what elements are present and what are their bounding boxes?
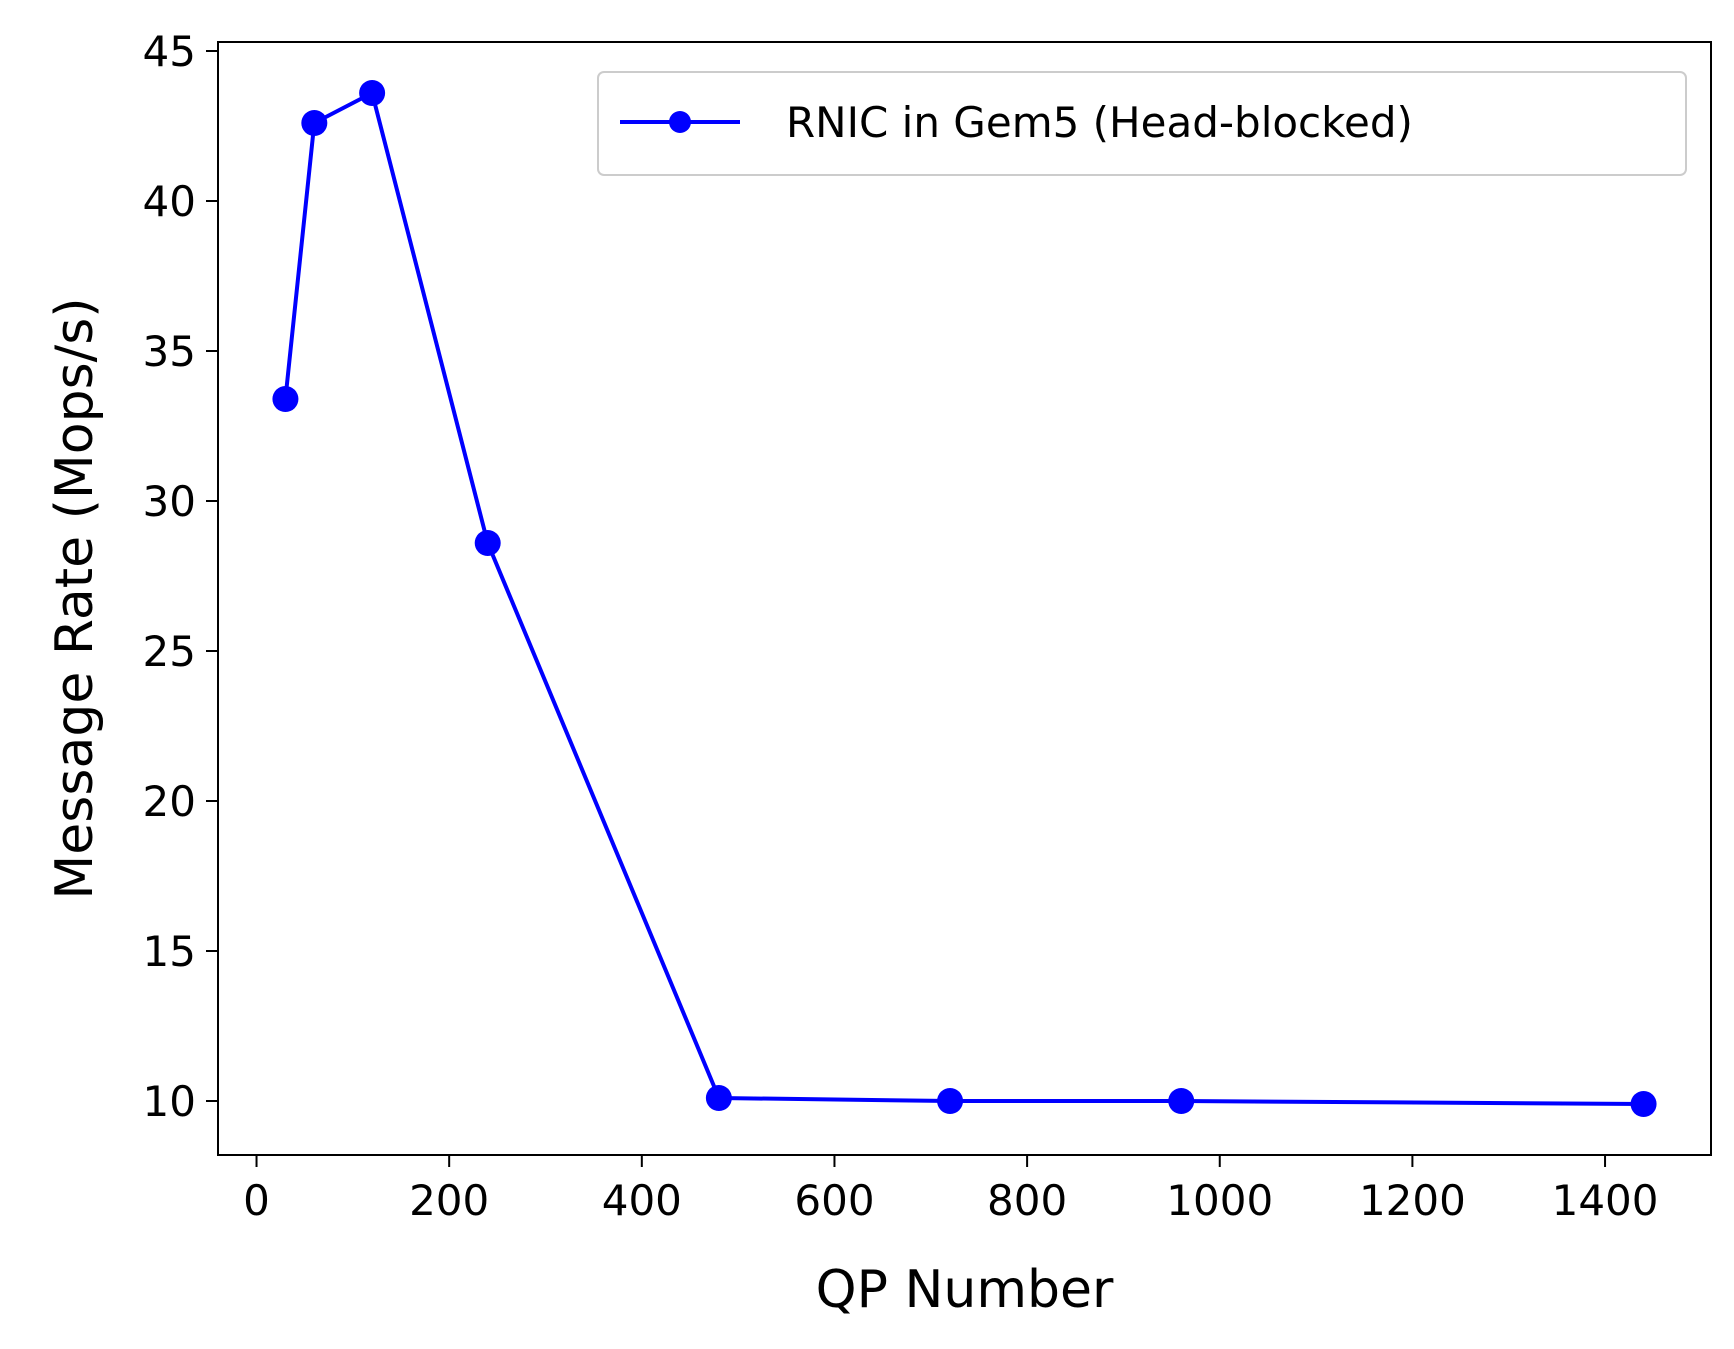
legend-label: RNIC in Gem5 (Head-blocked) xyxy=(786,98,1413,147)
legend-marker-sample xyxy=(669,111,691,133)
data-point xyxy=(1168,1088,1195,1114)
legend-box xyxy=(597,71,1687,176)
data-point xyxy=(474,530,501,556)
series-layer xyxy=(272,80,1657,1117)
x-tick-label: 600 xyxy=(794,1176,874,1225)
x-axis-title: QP Number xyxy=(816,1260,1114,1320)
data-point xyxy=(301,110,328,136)
x-tick-label: 1000 xyxy=(1166,1176,1273,1225)
y-tick-label: 10 xyxy=(143,1077,196,1126)
plot-area-frame xyxy=(217,41,1712,1156)
y-tick-label: 15 xyxy=(143,927,196,976)
y-axis-ticks: 10 15 20 25 30 35 40 45 xyxy=(143,27,218,1126)
x-tick-label: 1200 xyxy=(1359,1176,1466,1225)
data-point xyxy=(937,1088,964,1114)
y-tick-label: 35 xyxy=(143,327,196,376)
data-point xyxy=(705,1085,732,1111)
x-tick-label: 0 xyxy=(243,1176,270,1225)
y-axis-title: Message Rate (Mops/s) xyxy=(45,297,105,899)
y-tick-label: 40 xyxy=(143,177,196,226)
legend: RNIC in Gem5 (Head-blocked) xyxy=(597,71,1687,176)
y-tick-label: 20 xyxy=(143,777,196,826)
x-tick-label: 800 xyxy=(987,1176,1067,1225)
x-tick-label: 200 xyxy=(409,1176,489,1225)
data-point xyxy=(1630,1091,1657,1117)
y-tick-label: 45 xyxy=(143,27,196,76)
x-tick-label: 1400 xyxy=(1552,1176,1659,1225)
x-tick-label: 400 xyxy=(602,1176,682,1225)
y-tick-label: 30 xyxy=(143,477,196,526)
y-tick-label: 25 xyxy=(143,627,196,676)
data-point xyxy=(359,80,386,106)
x-axis-ticks: 0 200 400 600 800 1000 1200 1400 xyxy=(243,1155,1658,1225)
data-point xyxy=(272,386,299,412)
